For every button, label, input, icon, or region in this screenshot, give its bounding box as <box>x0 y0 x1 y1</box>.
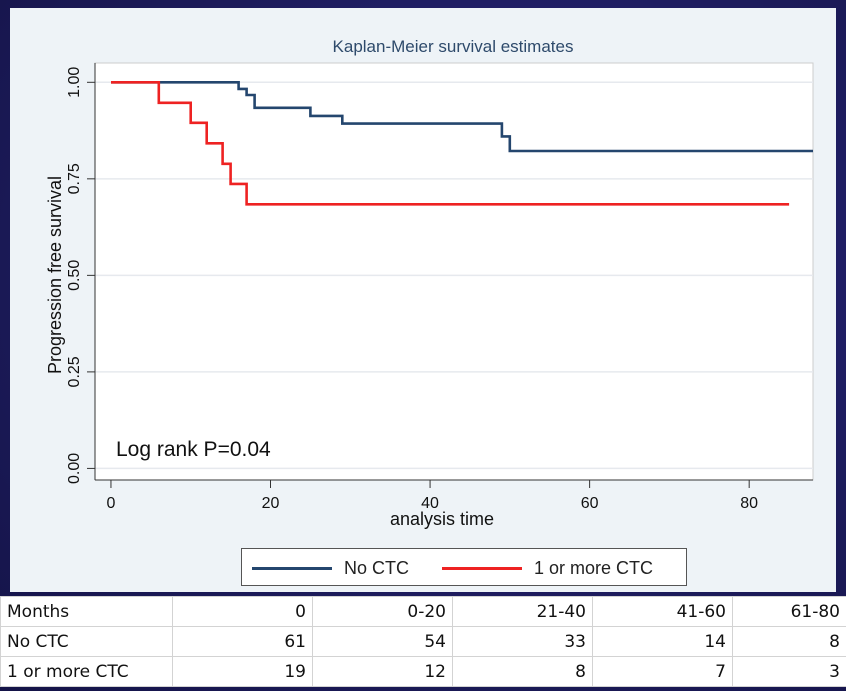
legend-label-no-ctc: No CTC <box>344 557 410 578</box>
legend-swatch-1-or-more-ctc <box>442 566 522 570</box>
legend-swatch-no-ctc <box>252 566 332 570</box>
grid-lines <box>95 81 813 470</box>
table-cell: 0-20 <box>312 596 453 627</box>
y-tick-label: 0.75 <box>66 163 83 194</box>
table-cell: 8 <box>732 626 846 657</box>
x-tick-label: 60 <box>581 495 599 512</box>
table-cell: 61 <box>172 626 313 657</box>
y-tick-label: 0.25 <box>66 356 83 387</box>
legend: No CTC 1 or more CTC <box>241 548 687 586</box>
kaplan-meier-chart: Kaplan-Meier survival estimates 0.00 0.25… <box>45 37 814 529</box>
number-at-risk-table: Months 0 0-20 21-40 41-60 61-80 No CTC 6… <box>0 596 846 687</box>
table-cell: 33 <box>452 626 593 657</box>
table-cell: Months <box>0 596 173 627</box>
y-axis-label: Progression free survival <box>45 176 65 374</box>
table-cell: 14 <box>592 626 733 657</box>
table-cell: 21-40 <box>452 596 593 627</box>
chart-title: Kaplan-Meier survival estimates <box>333 37 574 56</box>
table-row: No CTC 61 54 33 14 8 <box>0 626 846 657</box>
table-cell: 0 <box>172 596 313 627</box>
table-cell: 1 or more CTC <box>0 656 173 687</box>
table-cell: 8 <box>452 656 593 687</box>
legend-item-1-or-more-ctc: 1 or more CTC <box>442 549 653 587</box>
y-tick-label: 1.00 <box>66 67 83 98</box>
table-cell: 19 <box>172 656 313 687</box>
table-cell: 3 <box>732 656 846 687</box>
table-cell: 41-60 <box>592 596 733 627</box>
y-tick-label: 0.00 <box>66 453 83 484</box>
table-cell: 7 <box>592 656 733 687</box>
table-cell: 12 <box>312 656 453 687</box>
table-row: 1 or more CTC 19 12 8 7 3 <box>0 656 846 687</box>
survival-curve-series-0 <box>111 81 813 153</box>
legend-label-1-or-more-ctc: 1 or more CTC <box>534 557 654 578</box>
table-header-row: Months 0 0-20 21-40 41-60 61-80 <box>0 596 846 627</box>
table-cell: No CTC <box>0 626 173 657</box>
x-tick-label: 0 <box>107 495 116 512</box>
figure-panel: Kaplan-Meier survival estimates 0.00 0.25… <box>10 8 836 592</box>
axes: 0.00 0.25 0.50 0.75 1.00 0 20 40 60 80 <box>66 63 813 512</box>
y-tick-label: 0.50 <box>66 260 83 291</box>
plot-area <box>94 62 814 481</box>
survival-curves <box>111 81 813 206</box>
x-axis-label: analysis time <box>390 509 494 529</box>
x-tick-label: 80 <box>740 495 758 512</box>
survival-curve-series-1 <box>111 81 790 206</box>
legend-item-no-ctc: No CTC <box>252 549 409 587</box>
table-cell: 61-80 <box>732 596 846 627</box>
table-cell: 54 <box>312 626 453 657</box>
annotation-log-rank: Log rank P=0.04 <box>116 438 271 461</box>
x-tick-label: 20 <box>262 495 280 512</box>
x-tick-label: 40 <box>421 495 439 512</box>
